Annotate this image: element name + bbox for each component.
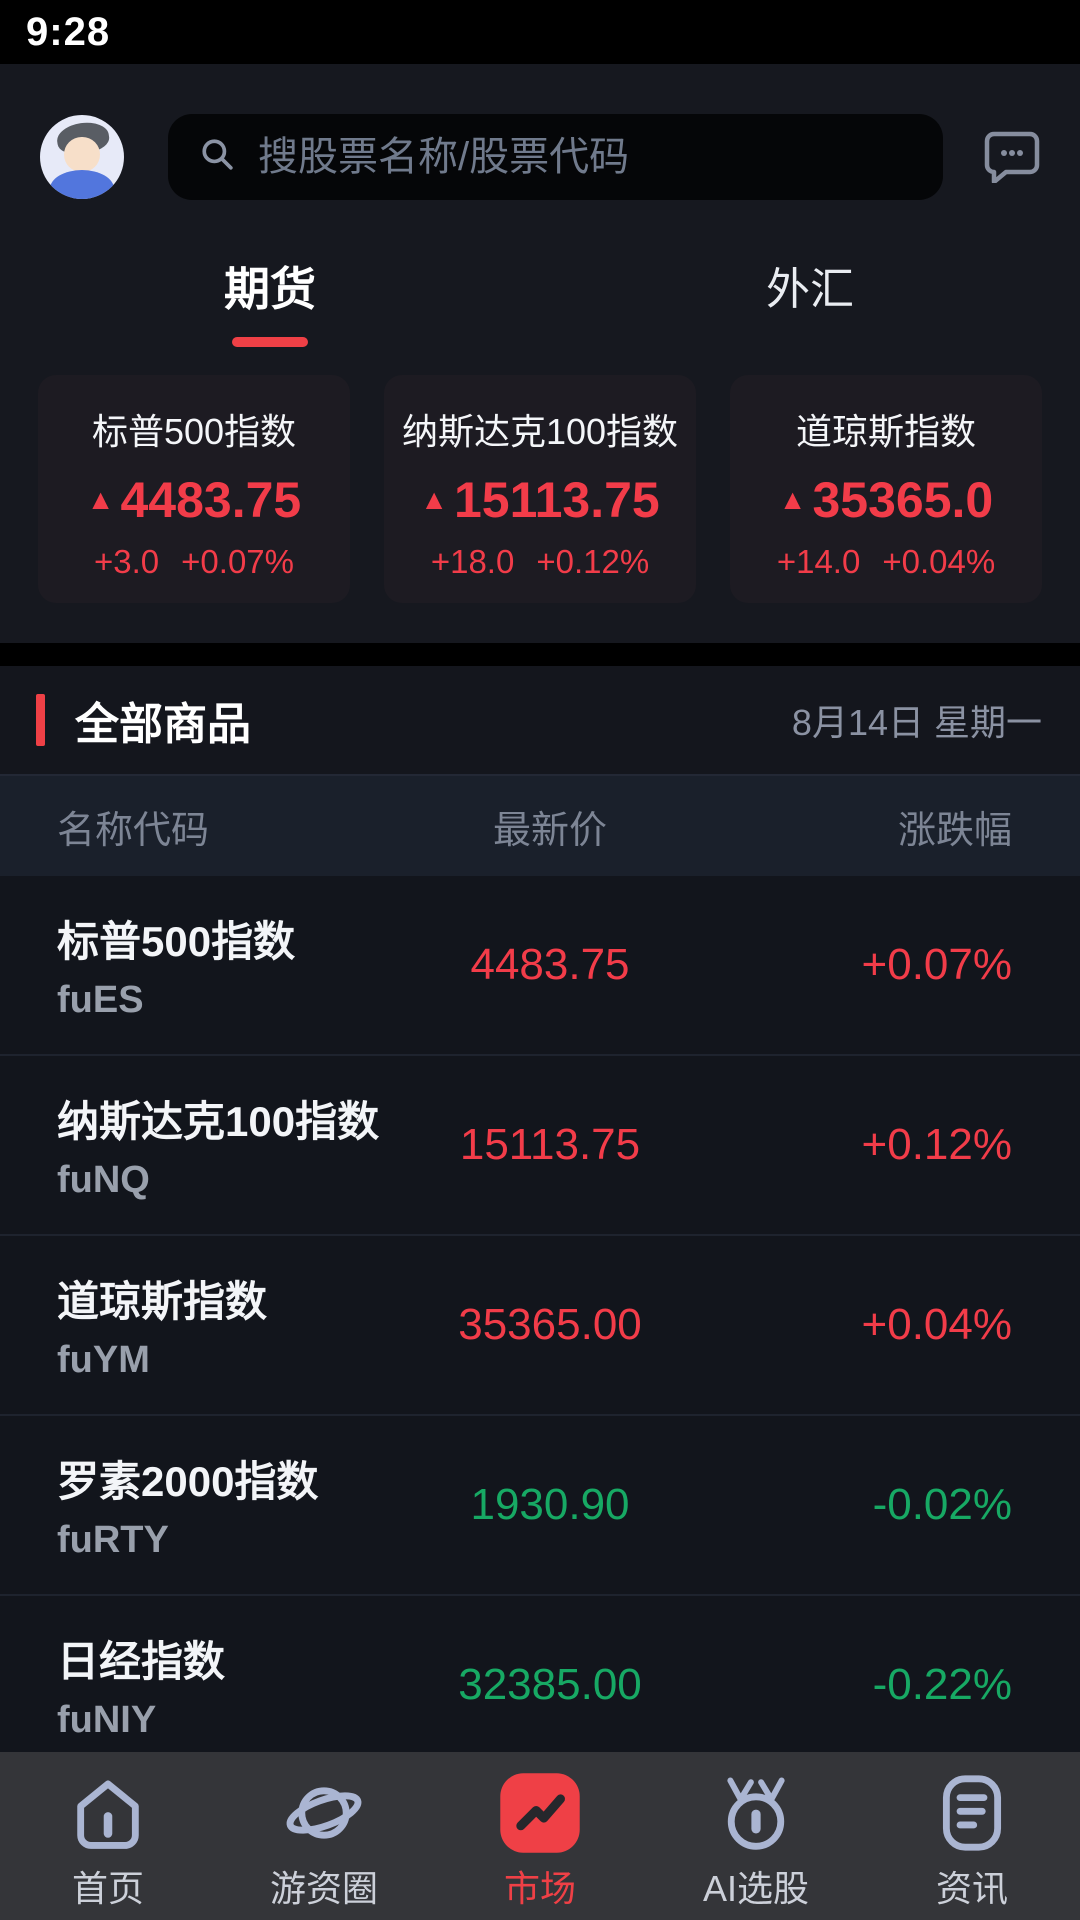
- section-accent-bar: [36, 694, 45, 746]
- table-row-fuES[interactable]: 标普500指数 fuES 4483.75 +0.07%: [0, 876, 1080, 1056]
- nav-item-community[interactable]: 游资圈: [216, 1752, 432, 1920]
- section-date: 8月14日 星期一: [791, 702, 1042, 743]
- market-icon: [499, 1768, 581, 1858]
- search-input[interactable]: [258, 134, 915, 180]
- section-title: 全部商品: [75, 700, 251, 749]
- header: 期货 外汇 标普500指数 ▲ 4483.75 +3.0+0.07% 纳斯达克: [0, 64, 1080, 643]
- active-tab-underline: [232, 337, 308, 347]
- status-time: 9:28: [26, 9, 111, 54]
- index-card-sp500[interactable]: 标普500指数 ▲ 4483.75 +3.0 +0.07%: [38, 375, 350, 603]
- table-row-fuNIY[interactable]: 日经指数 fuNIY 32385.00 -0.22%: [0, 1596, 1080, 1776]
- chat-bubble-icon: [982, 129, 1042, 186]
- home-icon: [67, 1768, 149, 1858]
- nav-item-market[interactable]: 市场: [432, 1752, 648, 1920]
- up-triangle-icon: ▲: [778, 484, 807, 515]
- index-card-nasdaq100[interactable]: 纳斯达克100指数 ▲ 15113.75 +18.0 +0.12%: [384, 375, 696, 603]
- section-divider: [0, 643, 1080, 666]
- all-products-header: 全部商品 8月14日 星期一: [0, 666, 1080, 776]
- avatar-body: [50, 170, 114, 199]
- table-header: 名称代码 最新价 涨跌幅: [0, 776, 1080, 876]
- up-triangle-icon: ▲: [86, 484, 115, 515]
- table-row-fuNQ[interactable]: 纳斯达克100指数 fuNQ 15113.75 +0.12%: [0, 1056, 1080, 1236]
- tab-forex[interactable]: 外汇: [766, 265, 854, 314]
- chat-button[interactable]: [943, 129, 1080, 186]
- search-bar[interactable]: [168, 114, 943, 200]
- column-header-price: 最新价: [492, 809, 607, 852]
- index-card-dowjones[interactable]: 道琼斯指数 ▲ 35365.0 +14.0 +0.04%: [730, 375, 1042, 603]
- nav-item-home[interactable]: 首页: [0, 1752, 216, 1920]
- avatar-face: [64, 136, 100, 173]
- search-icon: [196, 133, 240, 182]
- table-row-fuRTY[interactable]: 罗素2000指数 fuRTY 1930.90 -0.02%: [0, 1416, 1080, 1596]
- nav-item-news[interactable]: 资讯: [864, 1752, 1080, 1920]
- robot-icon: [715, 1768, 797, 1858]
- column-header-change: 涨跌幅: [897, 809, 1012, 852]
- market-tabs: 期货 外汇: [0, 253, 1080, 347]
- status-bar: 9:28: [0, 0, 1080, 64]
- table-row-fuYM[interactable]: 道琼斯指数 fuYM 35365.00 +0.04%: [0, 1236, 1080, 1416]
- products-table: 标普500指数 fuES 4483.75 +0.07% 纳斯达克100指数 fu…: [0, 876, 1080, 1776]
- index-cards: 标普500指数 ▲ 4483.75 +3.0 +0.07% 纳斯达克100指数 ▲…: [0, 347, 1080, 643]
- column-header-name: 名称代码: [57, 809, 210, 852]
- tab-futures[interactable]: 期货: [0, 253, 540, 347]
- avatar[interactable]: [40, 115, 124, 199]
- bottom-nav: 首页 游资圈 市场: [0, 1752, 1080, 1920]
- news-icon: [931, 1768, 1013, 1858]
- up-triangle-icon: ▲: [420, 484, 448, 515]
- nav-item-ai-stock-picker[interactable]: AI选股: [648, 1752, 864, 1920]
- header-top-row: [0, 113, 1080, 201]
- planet-icon: [283, 1768, 365, 1858]
